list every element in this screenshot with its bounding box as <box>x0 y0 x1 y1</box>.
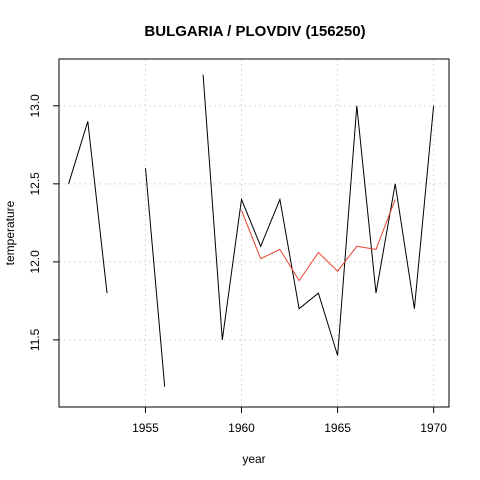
y-axis-label: temperature <box>3 200 17 265</box>
x-axis: 1955 1960 1965 1970 <box>132 407 447 435</box>
y-axis: 11.5 12.0 12.5 13.0 <box>28 94 59 351</box>
grid <box>59 59 449 407</box>
plot-frame <box>58 58 450 408</box>
x-axis-label: year <box>242 452 265 466</box>
y-tick-label: 13.0 <box>28 94 42 118</box>
x-tick-label: 1960 <box>228 421 255 435</box>
series-group <box>68 74 435 387</box>
y-tick-label: 12.0 <box>28 250 42 274</box>
series-line-2 <box>241 199 396 282</box>
y-tick-label: 11.5 <box>28 328 42 351</box>
x-tick-label: 1955 <box>132 421 159 435</box>
series-line-1 <box>68 74 435 387</box>
chart-title: BULGARIA / PLOVDIV (156250) <box>144 23 365 40</box>
x-tick-label: 1970 <box>420 421 447 435</box>
y-tick-label: 12.5 <box>28 172 42 196</box>
x-tick-label: 1965 <box>324 421 351 435</box>
